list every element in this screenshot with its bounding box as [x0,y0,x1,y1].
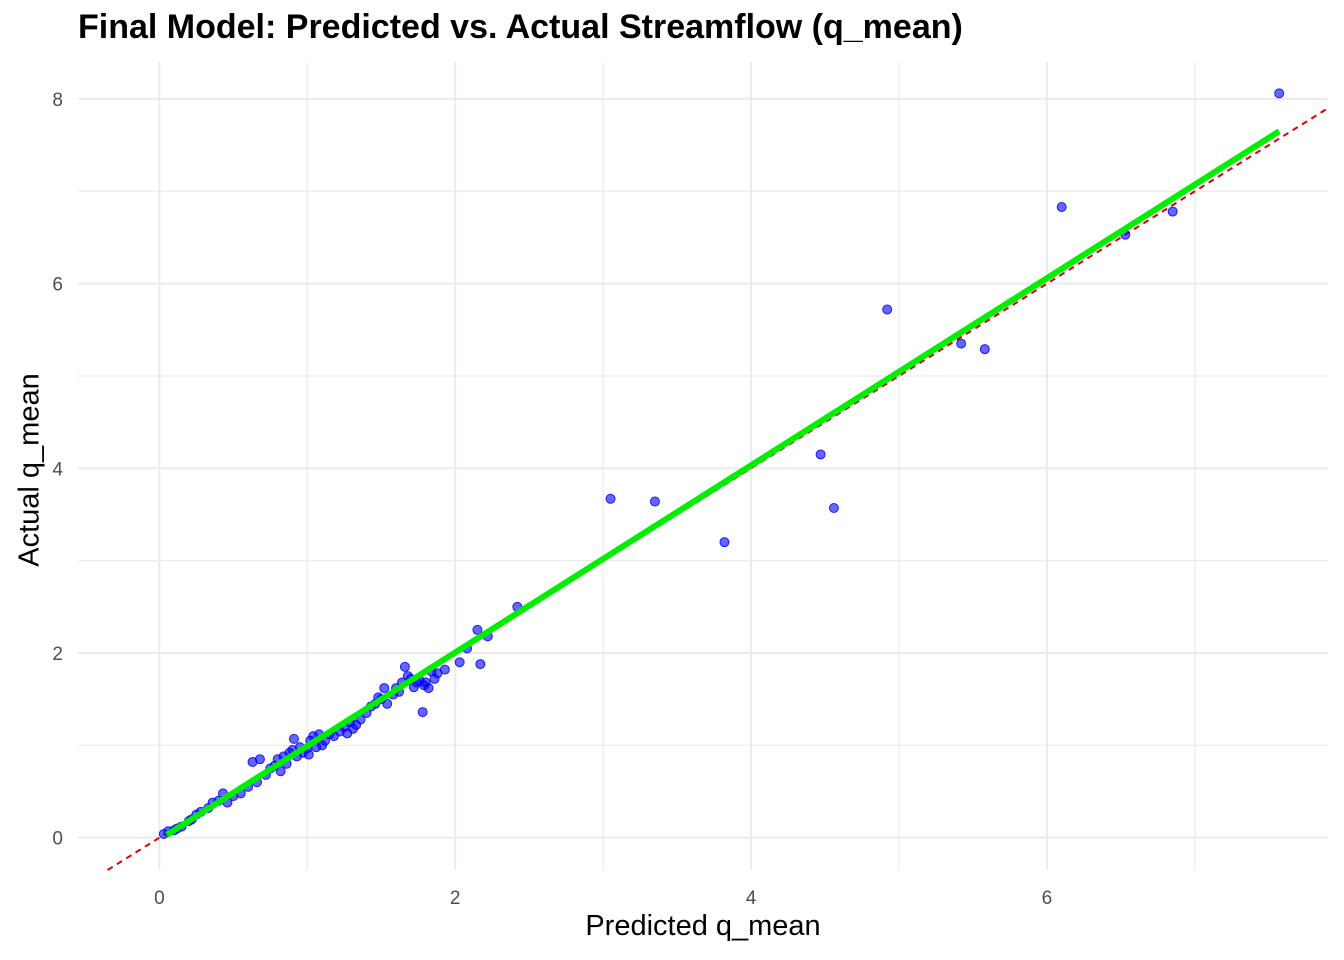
minor-gridlines [78,62,1328,870]
scatter-point [472,624,483,635]
scatter-point [1274,88,1285,99]
x-axis-label: Predicted q_mean [585,910,821,942]
x-axis-ticks: 0 2 4 6 [154,888,1052,909]
x-tick-label: 0 [154,888,165,909]
scatter-point [379,683,390,694]
x-tick-label: 4 [746,888,757,909]
fit-line [165,128,1281,838]
y-tick-label: 0 [52,829,63,850]
y-tick-label: 4 [52,459,63,480]
scatter-point [439,664,450,675]
scatter-point [399,661,410,672]
scatter-point [417,707,428,718]
fit-line-path [165,128,1281,838]
scatter-point [288,733,299,744]
scatter-point [815,449,826,460]
scatter-point [475,659,486,670]
major-gridlines [78,62,1328,870]
scatter-points [158,88,1285,839]
y-axis-label: Actual q_mean [13,373,46,567]
scatter-point [254,754,265,765]
x-tick-label: 6 [1042,888,1053,909]
scatter-point [828,503,839,514]
y-tick-label: 6 [52,275,63,296]
x-tick-label: 2 [450,888,461,909]
scatter-point [649,496,660,507]
y-axis-ticks: 0 2 4 6 8 [52,90,63,850]
scatter-point [382,698,393,709]
scatter-point [454,657,465,668]
scatter-point [882,304,893,315]
y-tick-label: 8 [52,90,63,111]
chart-title: Final Model: Predicted vs. Actual Stream… [78,8,963,46]
scatter-point [423,683,434,694]
scatter-point [979,344,990,355]
y-tick-label: 2 [52,644,63,665]
scatter-point [956,338,967,349]
scatter-point [1167,206,1178,217]
scatter-point [719,537,730,548]
scatter-point [605,493,616,504]
scatter-point [1056,201,1067,212]
scatter-point [275,766,286,777]
scatter-point [303,749,314,760]
